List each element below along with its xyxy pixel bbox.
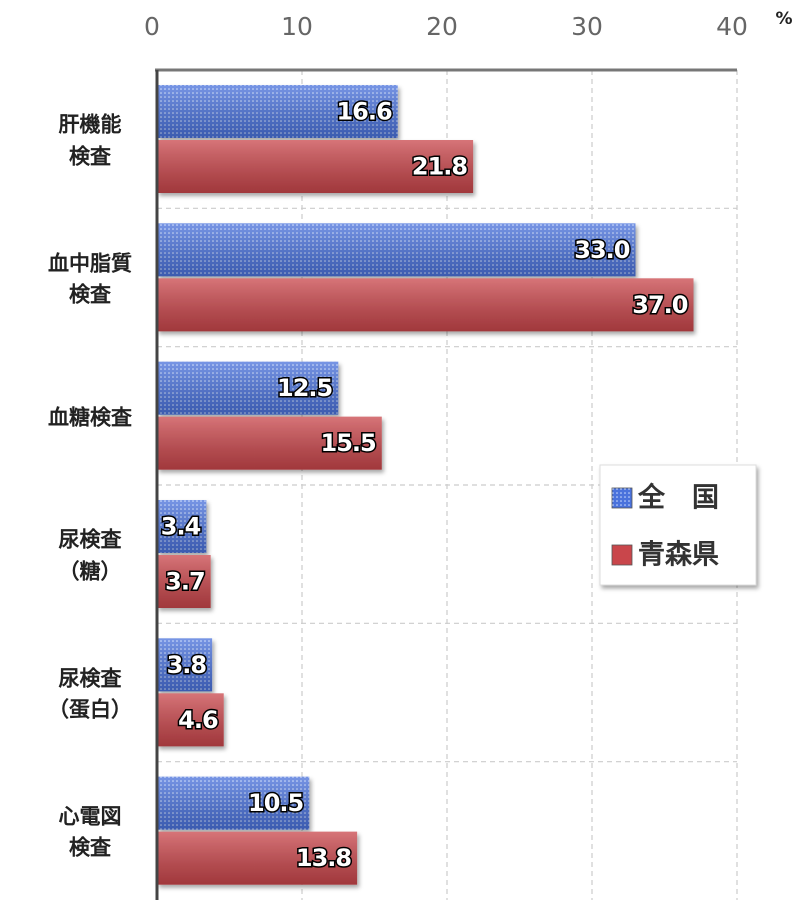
category-label: 尿検査 （糖） <box>58 527 122 584</box>
value-label: 37.0 <box>632 291 688 319</box>
value-label: 15.5 <box>321 429 377 457</box>
category-label: 尿検査 （蛋白） <box>48 666 132 722</box>
category-label: 心電図 検査 <box>58 804 122 860</box>
bar-group <box>157 555 211 608</box>
bar-group <box>157 416 382 470</box>
bar-group <box>157 638 213 692</box>
bar-group <box>157 223 636 277</box>
bar-shade <box>157 278 694 332</box>
legend-label: 青森県 <box>638 540 719 571</box>
bar-group <box>157 361 339 415</box>
bar-group <box>157 140 474 193</box>
bar-shade <box>157 500 207 553</box>
value-label: 3.8 <box>167 651 207 679</box>
bar-shade <box>157 85 398 138</box>
x-tick-label: 40 <box>716 12 748 41</box>
value-label: 4.6 <box>178 706 218 734</box>
value-label: 12.5 <box>277 374 333 402</box>
legend-label: 全 国 <box>637 482 719 514</box>
value-label: 13.8 <box>296 844 352 872</box>
value-label: 21.8 <box>412 153 468 181</box>
bar-shade <box>157 693 224 747</box>
value-label: 16.6 <box>336 98 392 126</box>
bar-shade <box>157 140 474 193</box>
bar-shade <box>157 776 310 830</box>
category-label: 肝機能 検査 <box>58 112 122 169</box>
x-tick-label: 20 <box>426 12 458 41</box>
legend-swatch <box>611 544 633 566</box>
legend-swatch-texture <box>612 488 632 508</box>
value-label: 3.7 <box>165 568 205 596</box>
x-unit: % <box>775 9 792 29</box>
bar-group <box>157 831 358 885</box>
bar-shade <box>157 361 339 415</box>
value-label: 33.0 <box>574 236 630 264</box>
bar-shade <box>157 416 382 470</box>
x-tick-label: 0 <box>144 12 160 41</box>
x-tick-label: 30 <box>571 12 603 41</box>
bar-group <box>157 278 694 332</box>
bar-shade <box>157 831 358 885</box>
bar-shade <box>157 638 213 692</box>
bar-group <box>157 85 398 138</box>
category-label: 血糖検査 <box>48 405 132 430</box>
bar-shade <box>157 223 636 277</box>
value-label: 10.5 <box>248 789 304 817</box>
bar-group <box>157 776 310 830</box>
bar-group <box>157 693 224 747</box>
x-tick-label: 10 <box>281 12 313 41</box>
bar-group <box>157 500 207 553</box>
value-label: 3.4 <box>161 513 201 541</box>
bar-shade <box>157 555 211 608</box>
category-label: 血中脂質 検査 <box>48 251 132 307</box>
